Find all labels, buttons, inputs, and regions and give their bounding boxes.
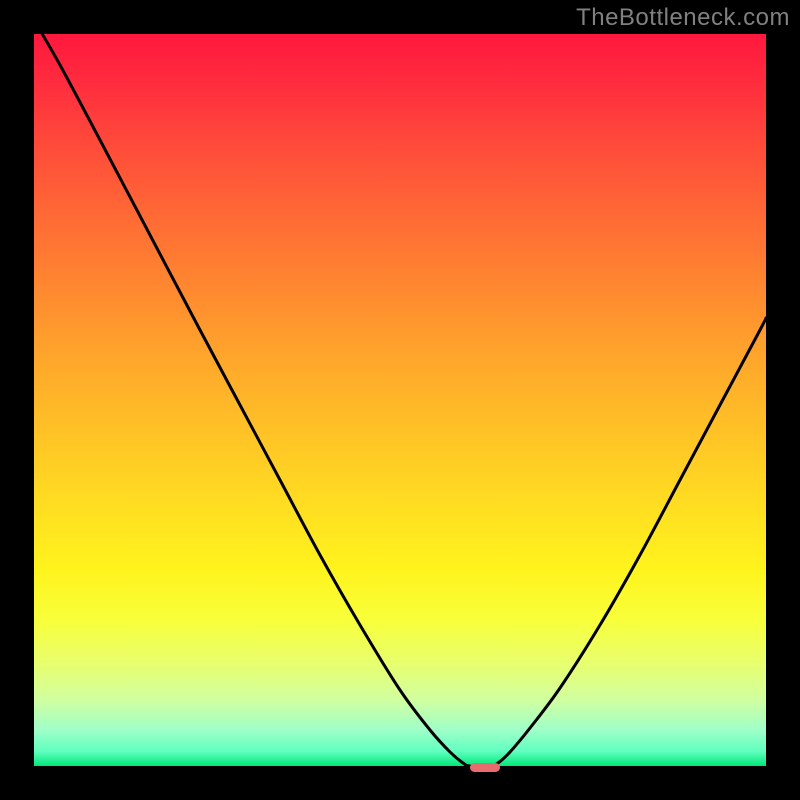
chart-svg <box>0 0 800 800</box>
plot-area <box>34 34 766 766</box>
chart-canvas: TheBottleneck.com <box>0 0 800 800</box>
optimal-marker <box>470 763 500 772</box>
watermark-text: TheBottleneck.com <box>576 4 790 32</box>
